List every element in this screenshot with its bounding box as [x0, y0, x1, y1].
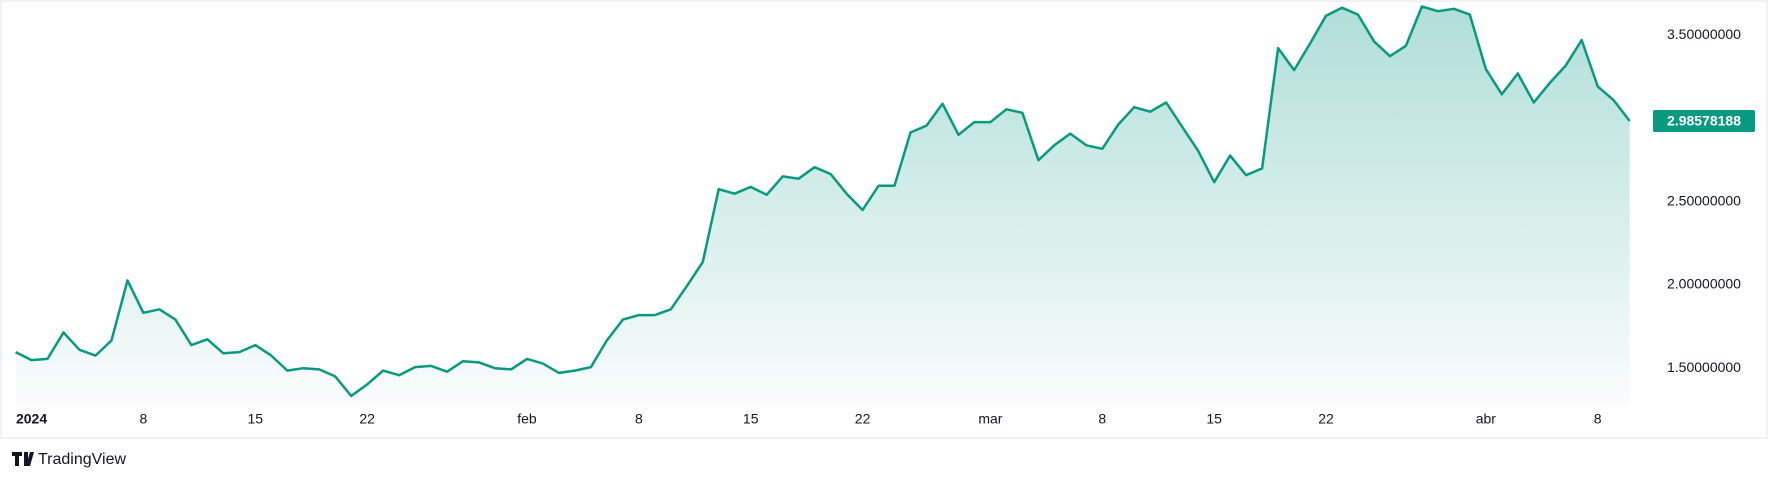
logo: TradingView	[12, 451, 126, 468]
x-tick-label: 8	[1594, 411, 1602, 427]
y-tick-label: 2.00000000	[1667, 276, 1741, 292]
last-price-label: 2.98578188	[1653, 110, 1755, 133]
x-tick-label: 22	[1318, 411, 1334, 427]
x-tick-label: 15	[248, 411, 264, 427]
attribution: TradingView	[38, 451, 126, 468]
x-tick-label: feb	[517, 411, 537, 427]
y-tick-label: 3.50000000	[1667, 26, 1741, 42]
price-line	[15, 5, 1631, 398]
area-fill	[15, 6, 1630, 404]
y-tick-label: 1.50000000	[1667, 359, 1741, 375]
frame	[0, 0, 1768, 439]
x-tick-label: 15	[743, 411, 759, 427]
x-tick-label: 8	[635, 411, 643, 427]
x-tick-label: 22	[359, 411, 375, 427]
x-tick-label: 15	[1206, 411, 1222, 427]
y-tick-label: 2.50000000	[1667, 193, 1741, 209]
last-price-box	[1653, 110, 1755, 133]
logo-icon	[12, 452, 34, 466]
last-price-text: 2.98578188	[1667, 113, 1741, 129]
x-tick-label: 8	[1098, 411, 1106, 427]
x-tick-label: abr	[1476, 411, 1497, 427]
x-tick-label: mar	[978, 411, 1002, 427]
x-tick-label: 2024	[16, 411, 47, 427]
x-tick-label: 22	[855, 411, 871, 427]
x-tick-label: 8	[140, 411, 148, 427]
